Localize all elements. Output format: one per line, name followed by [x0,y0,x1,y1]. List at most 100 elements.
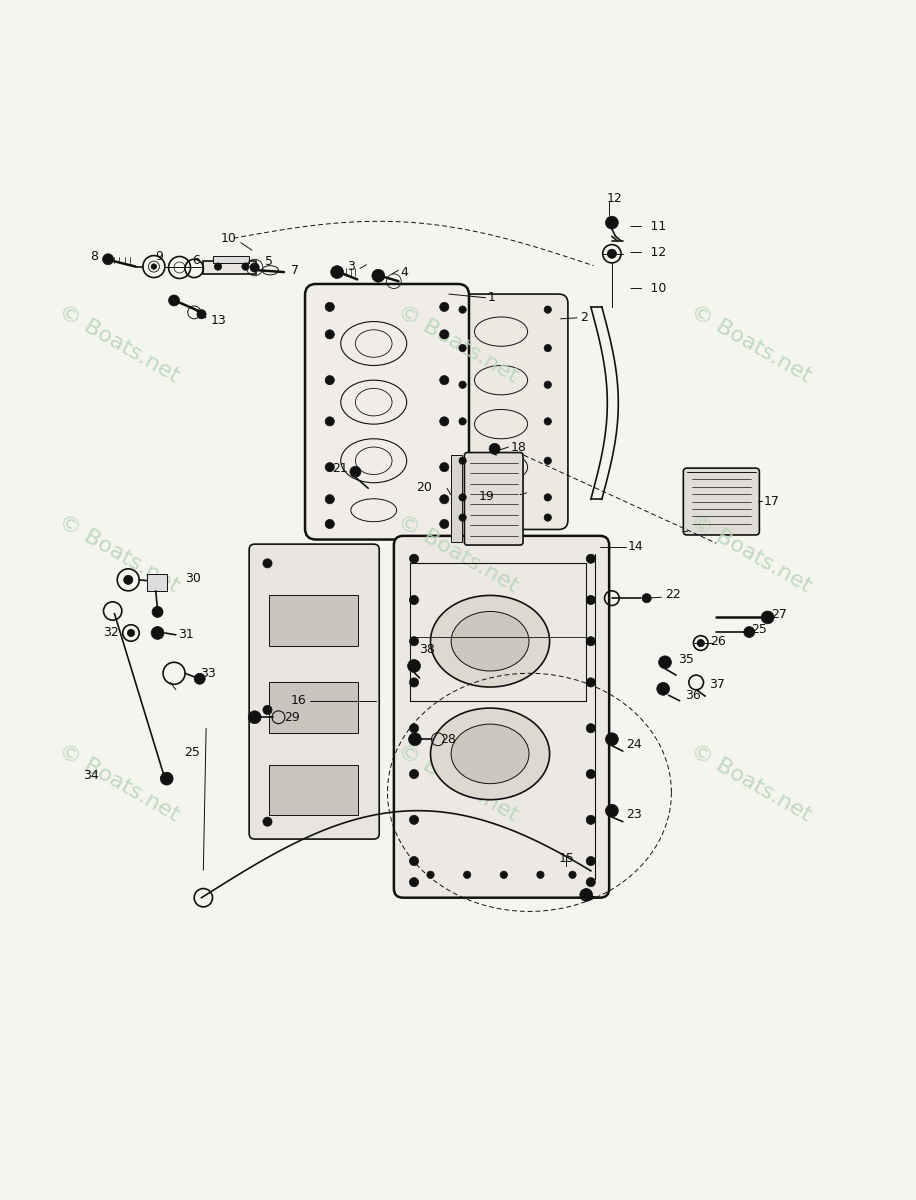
Text: 4: 4 [400,265,409,278]
Circle shape [325,462,334,472]
Circle shape [605,733,618,745]
Circle shape [440,462,449,472]
Circle shape [325,520,334,528]
Circle shape [151,626,164,640]
Circle shape [544,418,551,425]
Text: 36: 36 [685,689,701,702]
Circle shape [544,382,551,389]
Circle shape [263,559,272,568]
Circle shape [325,302,334,312]
Text: 17: 17 [764,494,780,508]
Circle shape [544,344,551,352]
Text: 15: 15 [559,852,574,865]
Text: 25: 25 [751,623,767,636]
Circle shape [489,443,500,455]
Text: —  12: — 12 [630,246,667,259]
Text: 13: 13 [211,314,226,328]
Text: 8: 8 [90,250,98,263]
Circle shape [537,871,544,878]
Bar [269,764,358,815]
Circle shape [197,310,206,319]
Circle shape [151,264,157,269]
Text: 32: 32 [104,626,119,640]
FancyBboxPatch shape [444,294,568,529]
Bar [147,575,167,590]
Circle shape [409,554,419,563]
Text: —  10: — 10 [630,282,667,295]
FancyBboxPatch shape [305,284,469,540]
FancyBboxPatch shape [683,468,759,535]
Text: 16: 16 [291,695,307,707]
Circle shape [127,629,135,637]
Circle shape [459,382,466,389]
Circle shape [459,493,466,502]
Circle shape [580,888,593,901]
Circle shape [544,306,551,313]
Circle shape [409,724,419,733]
Circle shape [440,416,449,426]
Circle shape [605,804,618,817]
Text: 18: 18 [510,440,526,454]
Circle shape [214,263,222,270]
Circle shape [459,306,466,313]
Text: 30: 30 [185,571,201,584]
Circle shape [500,871,507,878]
Circle shape [409,769,419,779]
Bar [451,455,462,542]
Circle shape [586,877,595,887]
Circle shape [586,724,595,733]
Ellipse shape [451,612,529,671]
Text: © Boats.net: © Boats.net [55,511,183,596]
Circle shape [242,263,249,270]
Circle shape [372,269,385,282]
Circle shape [642,594,651,602]
Text: 3: 3 [346,260,354,274]
Text: © Boats.net: © Boats.net [687,301,815,386]
Circle shape [440,330,449,338]
Circle shape [607,250,616,258]
Circle shape [409,595,419,605]
Circle shape [605,216,618,229]
Circle shape [325,376,334,385]
Circle shape [325,416,334,426]
Ellipse shape [431,708,550,799]
Circle shape [124,575,133,584]
Circle shape [463,871,471,878]
Circle shape [409,733,421,745]
Circle shape [409,815,419,824]
Circle shape [459,514,466,521]
Circle shape [440,520,449,528]
Text: 24: 24 [627,738,642,751]
Circle shape [409,637,419,646]
Text: 21: 21 [333,462,348,474]
Text: © Boats.net: © Boats.net [55,301,183,386]
Text: 27: 27 [771,608,787,622]
Circle shape [325,494,334,504]
Text: 10: 10 [221,232,236,245]
Circle shape [744,626,755,637]
Circle shape [586,554,595,563]
FancyBboxPatch shape [249,544,379,839]
Circle shape [350,467,361,478]
Circle shape [544,457,551,464]
Circle shape [152,606,163,618]
Text: © Boats.net: © Boats.net [687,511,815,596]
Text: © Boats.net: © Boats.net [394,740,522,826]
Bar [203,262,256,274]
Circle shape [657,683,670,695]
Text: © Boats.net: © Boats.net [687,740,815,826]
Text: 12: 12 [606,192,622,205]
Circle shape [440,302,449,312]
Circle shape [409,877,419,887]
Text: 38: 38 [420,643,435,656]
Circle shape [697,640,704,647]
Circle shape [586,637,595,646]
FancyBboxPatch shape [394,536,609,898]
Text: 23: 23 [627,808,642,821]
Circle shape [440,494,449,504]
Circle shape [427,871,434,878]
Text: 22: 22 [665,588,681,601]
FancyBboxPatch shape [464,452,523,545]
Ellipse shape [431,595,550,688]
Circle shape [459,418,466,425]
